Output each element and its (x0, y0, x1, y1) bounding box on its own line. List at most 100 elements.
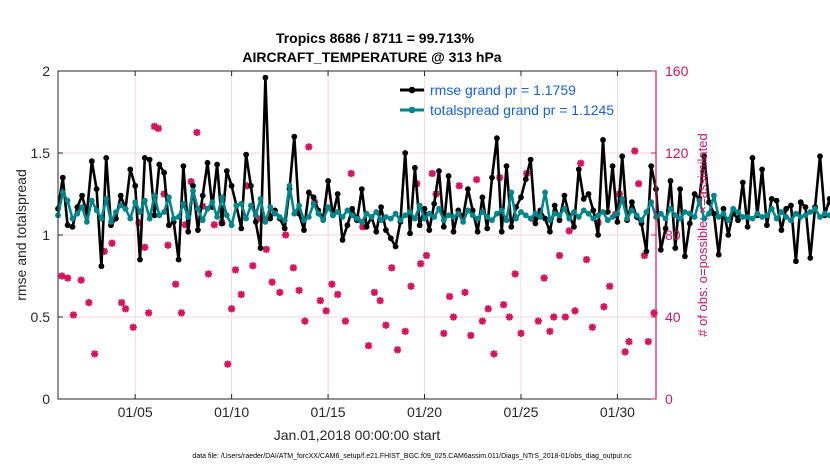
y-tick-label: 2 (42, 63, 50, 79)
obs-marker-stroke (540, 274, 548, 282)
obs-marker-stroke (621, 348, 629, 356)
obs-marker-stroke (141, 243, 149, 251)
rmse-point (648, 163, 655, 170)
rmse-point (571, 223, 577, 230)
rmse-point (141, 155, 148, 161)
rmse-point (373, 228, 380, 235)
obs-marker-stroke (382, 321, 390, 329)
obs-count-marker (322, 307, 330, 315)
obs-marker-stroke (561, 313, 569, 321)
totalspread-point (778, 209, 785, 215)
obs-marker-stroke (450, 313, 457, 321)
obs-marker-stroke (401, 327, 409, 335)
rmse-point (518, 194, 524, 201)
rmse-point (190, 182, 196, 189)
obs-count-marker (644, 338, 652, 346)
obs-marker-stroke (262, 245, 270, 253)
rmse-point (103, 155, 110, 161)
totalspread-point (416, 202, 423, 209)
rmse-point (137, 256, 143, 263)
totalspread-point (788, 217, 794, 224)
obs-count-marker (91, 350, 99, 358)
rmse-point (498, 228, 505, 235)
totalspread-point (812, 205, 818, 212)
totalspread-point (807, 209, 814, 215)
totalspread-point (561, 205, 568, 212)
totalspread-point (817, 214, 823, 220)
obs-count-marker (417, 260, 425, 268)
totalspread-point (373, 209, 380, 215)
totalspread-point (542, 189, 548, 196)
obs-count-marker (565, 227, 573, 235)
y2-tick-label: 40 (665, 309, 681, 325)
totalspread-point (445, 212, 452, 219)
obs-count-marker (534, 317, 542, 325)
totalspread-point (407, 209, 413, 215)
totalspread-point (267, 204, 274, 211)
rmse-point (609, 163, 616, 170)
obs-marker-stroke (64, 274, 72, 282)
totalspread-point (402, 212, 409, 219)
totalspread-point (643, 209, 650, 215)
obs-marker-stroke (546, 327, 554, 335)
y-tick-label: 0 (42, 391, 50, 407)
obs-marker-stroke (237, 291, 245, 298)
obs-count-marker (224, 360, 232, 368)
rmse-point (325, 178, 331, 184)
obs-count-marker (164, 241, 172, 249)
obs-count-marker (237, 290, 245, 299)
rmse-point (305, 189, 312, 196)
obs-marker-stroke (224, 360, 232, 368)
totalspread-point (272, 210, 278, 217)
rmse-point (243, 151, 250, 158)
rmse-point (219, 220, 225, 227)
obs-marker-stroke (289, 264, 297, 272)
totalspread-point (469, 212, 476, 219)
totalspread-point (117, 202, 124, 209)
obs-marker-stroke (282, 231, 290, 239)
obs-count-marker (393, 346, 402, 354)
rmse-point (412, 164, 418, 171)
obs-count-marker (440, 329, 448, 337)
obs-marker-stroke (118, 299, 126, 307)
rmse-point (744, 223, 751, 230)
legend-label-rmse: rmse grand pr = 1.1759 (430, 82, 576, 98)
totalspread-point (330, 212, 336, 219)
rmse-point (643, 248, 650, 255)
totalspread-point (248, 202, 254, 209)
obs-count-marker (407, 282, 415, 290)
totalspread-point (455, 210, 462, 217)
rmse-point (489, 174, 495, 181)
rmse-point (793, 258, 799, 265)
rmse-point (701, 153, 708, 160)
totalspread-point (93, 207, 100, 214)
obs-marker-stroke (583, 256, 590, 264)
totalspread-point (180, 200, 187, 207)
obs-marker-stroke (388, 264, 396, 272)
obs-marker-stroke (417, 260, 425, 268)
obs-count-marker (445, 292, 454, 301)
obs-count-marker (382, 321, 390, 329)
rmse-point (257, 245, 264, 252)
totalspread-point (503, 217, 510, 224)
totalspread-point (127, 215, 134, 222)
rmse-point (214, 161, 221, 168)
totalspread-point (764, 212, 770, 219)
totalspread-point (209, 199, 216, 206)
totalspread-point (334, 209, 341, 215)
totalspread-point (132, 199, 139, 206)
obs-count-marker (449, 313, 458, 321)
totalspread-point (619, 196, 626, 202)
obs-marker-stroke (322, 307, 330, 315)
obs-count-marker (577, 159, 585, 167)
x-tick-label: 01/10 (214, 404, 249, 420)
totalspread-point (575, 214, 582, 220)
obs-marker-stroke (446, 293, 454, 300)
obs-marker-stroke (70, 311, 77, 319)
totalspread-point (257, 196, 264, 202)
chart-title: Tropics 8686 / 8711 = 99.713% (276, 30, 475, 46)
rmse-point (407, 230, 413, 237)
obs-marker-stroke (461, 288, 469, 296)
rmse-point (575, 166, 582, 173)
obs-count-marker (150, 122, 159, 130)
